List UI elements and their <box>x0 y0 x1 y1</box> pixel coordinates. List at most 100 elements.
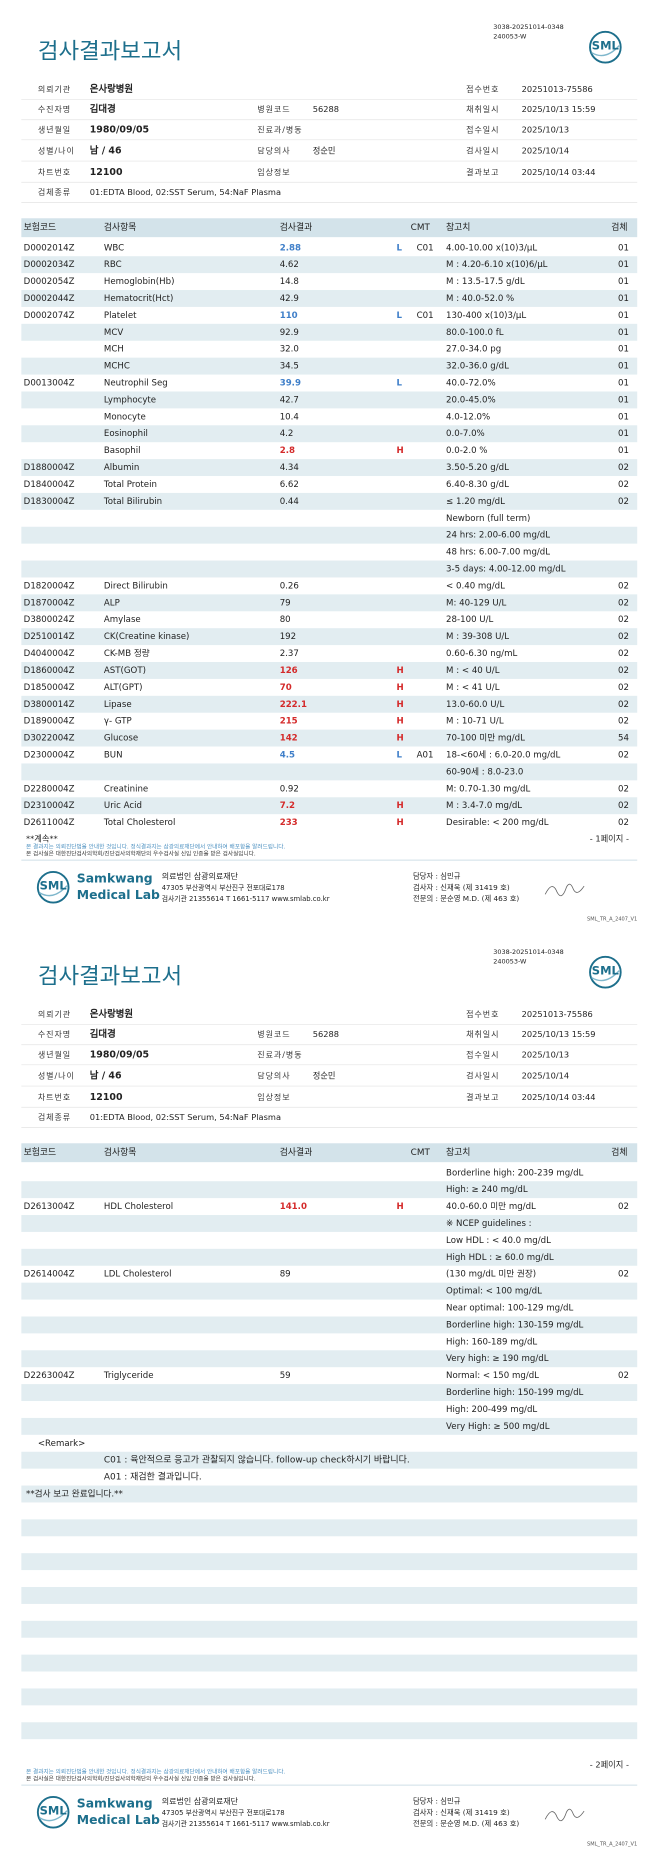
cell-spec: 02 <box>618 683 629 693</box>
cell-ref: 6.40-8.30 g/dL <box>446 480 509 490</box>
cell-ref: M : 10-71 U/L <box>446 717 504 727</box>
row-band <box>21 1384 638 1402</box>
row-band <box>21 763 638 781</box>
row-band <box>21 1350 638 1368</box>
field-label: 검사일시 <box>466 1071 499 1081</box>
cell-ref: 3.50-5.20 g/dL <box>446 463 509 473</box>
row-band <box>21 459 638 477</box>
cell-name: Monocyte <box>104 412 146 422</box>
field-value: 12100 <box>90 167 123 178</box>
cell-result: 110 <box>280 311 298 321</box>
continued: **계속** <box>26 833 58 843</box>
cell-spec: 02 <box>618 649 629 659</box>
field-label: 차트번호 <box>38 168 71 177</box>
cell-ref: High: 160-189 mg/dL <box>446 1337 537 1347</box>
doc-id: 240053-W <box>493 33 527 41</box>
cell-name: Glucose <box>104 734 138 744</box>
field-value: 20251013-75586 <box>522 1009 593 1019</box>
cell-result: 2.88 <box>280 243 301 253</box>
notice: 본 검사실은 대한진단검사의학회/진단검사의학재단의 우수검사실 신임 인증을 … <box>26 1775 256 1783</box>
row-band <box>21 1688 638 1706</box>
cell-ref: 130-400 x(10)3/μL <box>446 311 526 321</box>
column-header: CMT <box>411 1148 431 1158</box>
logo-text: SML <box>592 964 620 978</box>
cell-code: D1870004Z <box>24 598 75 608</box>
closing: **검사 보고 완료입니다.** <box>26 1488 123 1500</box>
cell-spec: 02 <box>618 1270 629 1280</box>
cell-ref: Newborn (full term) <box>446 514 530 524</box>
cell-cmt: C01 <box>417 311 434 321</box>
column-header: 참고치 <box>446 1146 470 1158</box>
cell-code: D0002014Z <box>24 243 75 253</box>
cell-ref: 32.0-36.0 g/dL <box>446 362 509 372</box>
cell-code: D0002044Z <box>24 294 75 304</box>
cell-code: D3800014Z <box>24 700 75 710</box>
cell-result: 4.2 <box>280 429 294 439</box>
cell-result: 4.34 <box>280 463 299 473</box>
cell-code: D1820004Z <box>24 581 75 591</box>
cell-name: BUN <box>104 750 123 760</box>
cell-name: Total Bilirubin <box>103 497 162 507</box>
cell-flag: H <box>397 446 404 456</box>
cell-name: MCHC <box>104 362 130 372</box>
field-label: 진료과/병동 <box>257 124 302 134</box>
cell-name: γ- GTP <box>104 717 132 727</box>
column-header: 보험코드 <box>24 222 57 233</box>
cell-result: 2.8 <box>280 446 295 456</box>
field-label: 수진자명 <box>38 104 71 114</box>
cell-ref: Very high: ≥ 190 mg/dL <box>446 1354 549 1364</box>
cell-spec: 02 <box>618 1371 629 1381</box>
cell-result: 222.1 <box>280 700 307 710</box>
field-value: 김대경 <box>90 1028 116 1040</box>
cell-name: Triglyceride <box>103 1371 154 1381</box>
form-code: SML_TR_A_2407_V1 <box>587 917 637 923</box>
logo-ring <box>589 955 622 989</box>
cell-result: 92.9 <box>280 328 299 338</box>
field-label: 의뢰기관 <box>38 84 71 94</box>
logo-swoosh <box>39 1810 68 1822</box>
field-value: 2025/10/13 <box>522 124 570 134</box>
cell-spec: 02 <box>618 480 629 490</box>
field-value: 정순민 <box>313 146 336 156</box>
row-band <box>21 391 638 409</box>
cell-result: 2.37 <box>280 649 299 659</box>
brand: Medical Lab <box>77 888 160 902</box>
cell-result: 215 <box>280 717 298 727</box>
cell-result: 0.92 <box>280 784 299 794</box>
field-value: 01:EDTA Blood, 02:SST Serum, 54:NaF Plas… <box>90 187 281 197</box>
cell-name: MCV <box>104 328 123 338</box>
cell-name: Eosinophil <box>104 429 148 439</box>
org-line: 47305 부산광역시 부산진구 전포대로178 <box>162 1808 285 1817</box>
field-label: 접수번호 <box>466 84 499 94</box>
row-band <box>21 1316 638 1334</box>
cell-result: 14.8 <box>280 277 299 287</box>
field-label: 수진자명 <box>38 1029 71 1039</box>
cell-result: 79 <box>280 598 291 608</box>
field-value: 2025/10/13 15:59 <box>522 104 596 114</box>
logo-swoosh <box>591 970 620 982</box>
table-header-band <box>21 218 638 238</box>
field-label: 결과보고 <box>466 167 499 177</box>
cell-flag: L <box>397 243 403 253</box>
field-value: 2025/10/14 03:44 <box>522 1092 596 1102</box>
cell-ref: M : 4.20-6.10 x(10)6/μL <box>446 260 548 270</box>
cell-spec: 01 <box>618 412 629 422</box>
field-value: 온사랑병원 <box>90 1008 133 1020</box>
field-label: 담당의사 <box>257 146 290 156</box>
cell-result: 4.5 <box>280 750 295 760</box>
cell-spec: 02 <box>618 750 629 760</box>
cell-code: D1830004Z <box>24 497 75 507</box>
page-number: - 2페이지 - <box>590 1760 629 1770</box>
remark-line: C01 : 육안적으로 응고가 관찰되지 않습니다. follow-up che… <box>104 1454 410 1466</box>
field-label: 검사일시 <box>466 146 499 156</box>
row-band <box>21 1282 638 1300</box>
cell-name: RBC <box>104 260 122 270</box>
cell-result: 59 <box>280 1371 291 1381</box>
row-band <box>21 425 638 443</box>
doc-id: 3038-20251014-0348 <box>493 948 564 956</box>
cell-name: ALP <box>104 598 120 608</box>
cell-ref: 40.0-60.0 미만 mg/dL <box>446 1201 536 1212</box>
cell-flag: H <box>397 734 404 744</box>
field-value: 2025/10/14 <box>522 1071 570 1081</box>
staff-line: 검사자 : 신재욱 (제 31419 호) <box>413 1808 510 1817</box>
